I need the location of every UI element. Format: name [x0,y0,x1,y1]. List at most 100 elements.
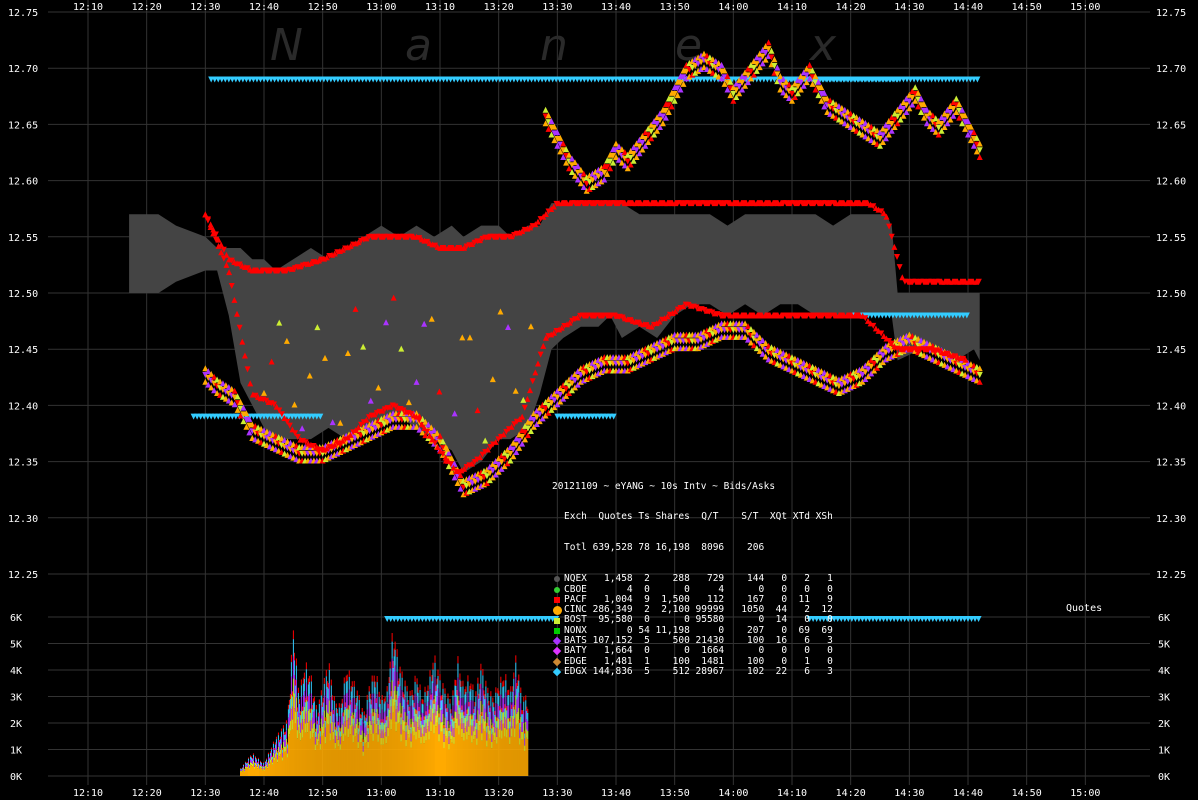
upper-quote [695,54,702,61]
upper-quote [739,86,746,93]
upper-quote [956,114,963,121]
ask-quote [207,221,214,228]
bid-quote [582,312,589,319]
bid-quote [830,312,837,319]
lower-quote [205,368,212,375]
upper-quote [970,142,977,149]
x-tick-bottom: 13:10 [425,788,455,799]
bid-quote [379,407,386,414]
upper-quote [718,75,725,82]
lower-quote [519,440,526,447]
bid-quote [432,440,439,447]
upper-quote [830,106,837,113]
upper-quote [571,159,578,166]
upper-quote [786,94,793,101]
upper-quote [891,117,898,124]
upper-quote [833,107,840,114]
bid-quote [564,321,571,328]
upper-quote [862,133,869,140]
upper-quote [592,182,599,189]
upper-quote [692,56,699,63]
bid-quote [822,312,829,319]
legend-row-text: CBOE 4 0 0 4 0 0 0 0 [564,583,833,595]
legend-columns-text: Exch Quotes Ts Shares Q/T S/T XQt XTd XS… [564,511,833,523]
upper-quote [956,101,963,108]
upper-quote [762,56,769,63]
inner-quote [383,319,390,326]
bid-quote [854,312,861,319]
lower-quote [492,464,499,471]
upper-quote [932,115,939,122]
ask-quote [651,200,658,207]
upper-quote [583,174,590,181]
upper-quote [894,120,901,127]
lower-quote [516,438,523,445]
inner-quote [283,337,290,344]
upper-quote [639,139,646,146]
bid-quote [606,312,613,319]
upper-quote [965,131,972,138]
ask-quote [265,267,272,274]
lower-quote [862,369,869,376]
upper-quote [847,110,854,117]
bid-quote [400,407,407,414]
upper-quote [692,62,699,69]
ask-quote [941,278,948,285]
upper-quote [659,106,666,113]
ask-quote [817,200,824,207]
lower-quote [551,397,558,404]
upper-quote [698,59,705,66]
lower-quote [571,377,578,384]
upper-quote [809,67,816,74]
lower-quote [976,372,983,379]
upper-quote [909,94,916,101]
inner-quote [314,324,321,331]
ask-quote [614,200,621,207]
upper-quote [938,127,945,134]
bid-quote [424,428,431,435]
ask-quote [445,245,452,252]
ask-quote [376,233,383,240]
bid-quote [263,397,270,404]
upper-quote [791,94,798,101]
ask-quote [703,200,710,207]
lower-quote [448,455,455,462]
lower-quote [437,439,444,446]
lower-quote [437,432,444,439]
lower-quote [240,418,247,425]
legend-row-text: PACF 1,004 9 1,500 112 167 0 11 9 [564,593,833,605]
inner-quote [497,308,504,315]
lower-quote [454,473,461,480]
lower-quote [413,423,420,430]
bid-quote [347,431,354,438]
bid-quote [276,407,283,414]
bid-quote [236,324,243,331]
bid-quote [278,411,285,418]
upper-quote [674,92,681,99]
lower-quote [516,444,523,451]
bid-quote [899,346,906,353]
upper-quote [671,91,678,98]
ask-quote [204,216,211,223]
lower-quote [554,394,561,401]
bid-quote [680,303,687,310]
bid-quote [619,314,626,321]
lower-quote [551,404,558,411]
bid-quote [212,236,219,243]
upper-quote [929,112,936,119]
inner-quote [489,376,496,383]
legend-header: 20121109 ~ eYANG ~ 10s Intv ~ Bids/Asks [552,481,833,492]
upper-quote [569,155,576,162]
bid-quote [574,314,581,321]
lower-quote [231,387,238,394]
upper-quote [780,89,787,96]
ask-quote [392,233,399,240]
upper-quote [739,79,746,86]
x-tick-top: 14:10 [777,2,807,13]
legend-marker-icon [552,626,562,636]
upper-quote [806,68,813,75]
upper-quote [727,85,734,92]
upper-quote [812,79,819,86]
vol-tick-right: 5K [1158,640,1170,651]
lower-quote [501,456,508,463]
